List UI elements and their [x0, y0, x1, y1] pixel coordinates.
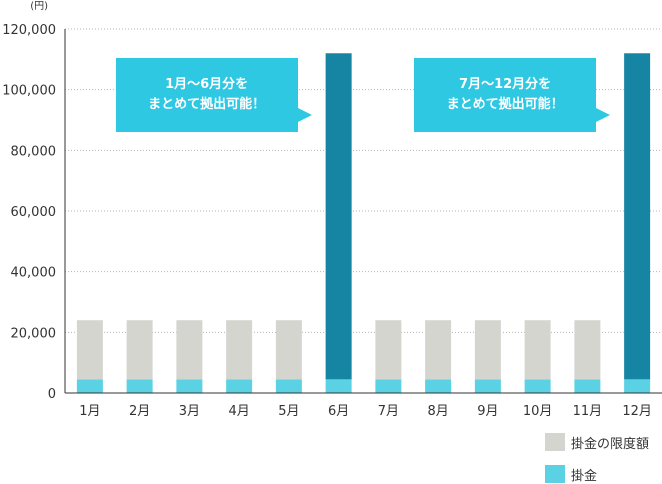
- y-tick-label: 60,000: [11, 205, 57, 220]
- bar-segment-6-0: [325, 379, 352, 393]
- bar-segment-1-0: [76, 379, 103, 393]
- y-tick-label: 80,000: [11, 144, 57, 159]
- bar-segment-2-0: [126, 379, 153, 393]
- x-tick-label: 10月: [523, 404, 553, 419]
- callout-second-half: 7月〜12月分を まとめて拠出可能！: [414, 58, 597, 132]
- bar-segment-6-2: [325, 53, 352, 380]
- bar-segment-11-0: [574, 379, 601, 393]
- bars: [76, 53, 651, 393]
- bar-segment-3-1: [176, 320, 203, 380]
- legend-item-limit: 掛金の限度額: [545, 432, 649, 452]
- legend-item-contribution: 掛金: [545, 464, 597, 484]
- legend-label-contribution: 掛金: [571, 468, 598, 484]
- x-tick-label: 12月: [622, 404, 652, 419]
- bar-segment-12-0: [624, 379, 651, 393]
- x-tick-label: 1月: [79, 404, 100, 419]
- bar-segment-5-1: [275, 320, 302, 380]
- legend-label-limit: 掛金の限度額: [571, 436, 650, 452]
- x-tick-label: 4月: [228, 404, 249, 419]
- x-tick-label: 7月: [378, 404, 399, 419]
- y-tick-label: 0: [48, 387, 56, 402]
- y-axis-unit-label: (円): [30, 1, 48, 12]
- y-axis-ticks: 0 20,000 40,000 60,000 80,000 100,000 120,000: [2, 23, 66, 402]
- bar-segment-7-1: [375, 320, 402, 380]
- x-tick-label: 9月: [477, 404, 498, 419]
- bar-segment-10-0: [524, 379, 551, 393]
- bar-segment-1-1: [76, 320, 103, 380]
- callout-second-half-line-2: まとめて拠出可能！: [446, 97, 564, 112]
- bar-segment-9-1: [474, 320, 501, 380]
- bar-segment-11-1: [574, 320, 601, 380]
- y-tick-label: 40,000: [11, 266, 57, 281]
- x-tick-label: 6月: [328, 404, 349, 419]
- legend-swatch-contribution: [545, 465, 565, 483]
- callout-first-half: 1月〜6月分を まとめて拠出可能！: [115, 58, 298, 132]
- bar-segment-4-0: [226, 379, 253, 393]
- bar-segment-8-0: [425, 379, 452, 393]
- callout-first-half-line-2: まとめて拠出可能！: [148, 97, 266, 112]
- bar-segment-4-1: [226, 320, 253, 380]
- callout-second-half-line-1: 7月〜12月分を: [459, 77, 552, 92]
- bar-segment-10-1: [524, 320, 551, 380]
- callout-first-half-pointer: [297, 108, 312, 122]
- bar-segment-2-1: [126, 320, 153, 380]
- bar-segment-7-0: [375, 379, 402, 393]
- bar-segment-5-0: [275, 379, 302, 393]
- legend-swatch-limit: [545, 433, 565, 451]
- x-tick-label: 5月: [278, 404, 299, 419]
- bar-segment-9-0: [474, 379, 501, 393]
- callout-second-half-pointer: [596, 108, 611, 122]
- y-tick-label: 20,000: [11, 326, 57, 341]
- callout-first-half-line-1: 1月〜6月分を: [165, 77, 249, 92]
- x-tick-label: 3月: [179, 404, 200, 419]
- bar-segment-12-2: [624, 53, 651, 380]
- y-tick-label: 100,000: [2, 84, 56, 99]
- x-tick-label: 8月: [427, 404, 448, 419]
- x-tick-label: 11月: [573, 404, 603, 419]
- x-tick-label: 2月: [129, 404, 150, 419]
- bar-segment-8-1: [425, 320, 452, 380]
- y-tick-label: 120,000: [2, 23, 56, 38]
- x-axis-ticks: 1月 2月 3月 4月 5月 6月 7月 8月 9月 10月 11月 12月: [79, 404, 652, 419]
- bar-segment-3-0: [176, 379, 203, 393]
